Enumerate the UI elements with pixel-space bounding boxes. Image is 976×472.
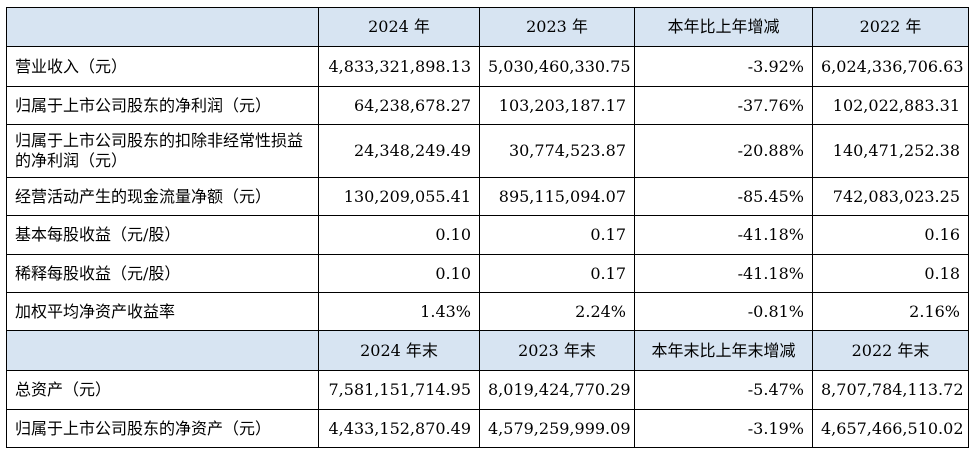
header-cell-change: 本年比上年增减	[634, 7, 813, 47]
value-2024: 4,833,321,898.13	[318, 46, 480, 87]
value-2023: 2.24%	[479, 292, 635, 331]
value-2022: 140,471,252.38	[812, 124, 969, 178]
value-2023: 4,579,259,999.09	[479, 409, 635, 448]
header-cell-change-end: 本年末比上年末增减	[634, 330, 813, 371]
header-cell-blank	[6, 330, 319, 371]
row-label: 经营活动产生的现金流量净额（元）	[6, 177, 319, 216]
row-label: 稀释每股收益（元/股）	[6, 254, 319, 293]
header-cell-2023-end: 2023 年末	[479, 330, 635, 371]
row-label: 归属于上市公司股东的净利润（元）	[6, 86, 319, 125]
header-cell-2023: 2023 年	[479, 7, 635, 47]
value-change: -37.76%	[634, 86, 813, 125]
table-row: 归属于上市公司股东的净利润（元） 64,238,678.27 103,203,1…	[6, 86, 969, 125]
value-2024: 1.43%	[318, 292, 480, 331]
header-cell-2022: 2022 年	[812, 7, 969, 47]
table-row: 经营活动产生的现金流量净额（元） 130,209,055.41 895,115,…	[6, 177, 969, 216]
value-change: -0.81%	[634, 292, 813, 331]
value-2023: 103,203,187.17	[479, 86, 635, 125]
row-label: 归属于上市公司股东的净资产（元）	[6, 409, 319, 448]
value-change: -20.88%	[634, 124, 813, 178]
header-row-year-end: 2024 年末 2023 年末 本年末比上年末增减 2022 年末	[6, 330, 969, 371]
value-2024: 130,209,055.41	[318, 177, 480, 216]
table-row: 总资产（元） 7,581,151,714.95 8,019,424,770.29…	[6, 370, 969, 410]
header-cell-2022-end: 2022 年末	[812, 330, 969, 371]
table-row: 营业收入（元） 4,833,321,898.13 5,030,460,330.7…	[6, 46, 969, 87]
value-change: -85.45%	[634, 177, 813, 216]
value-2023: 30,774,523.87	[479, 124, 635, 178]
value-2022: 102,022,883.31	[812, 86, 969, 125]
row-label: 总资产（元）	[6, 370, 319, 410]
value-2024: 64,238,678.27	[318, 86, 480, 125]
row-label: 归属于上市公司股东的扣除非经常性损益的净利润（元）	[6, 124, 319, 178]
value-change: -3.19%	[634, 409, 813, 448]
header-cell-2024-end: 2024 年末	[318, 330, 480, 371]
value-2022: 2.16%	[812, 292, 969, 331]
table-row: 加权平均净资产收益率 1.43% 2.24% -0.81% 2.16%	[6, 292, 969, 331]
value-2024: 0.10	[318, 215, 480, 255]
value-2022: 0.16	[812, 215, 969, 255]
value-2022: 742,083,023.25	[812, 177, 969, 216]
table-row: 稀释每股收益（元/股） 0.10 0.17 -41.18% 0.18	[6, 254, 969, 293]
value-change: -5.47%	[634, 370, 813, 410]
value-2022: 8,707,784,113.72	[812, 370, 969, 410]
value-change: -41.18%	[634, 254, 813, 293]
header-row-annual: 2024 年 2023 年 本年比上年增减 2022 年	[6, 7, 969, 47]
table-row: 归属于上市公司股东的净资产（元） 4,433,152,870.49 4,579,…	[6, 409, 969, 448]
header-cell-2024: 2024 年	[318, 7, 480, 47]
value-change: -3.92%	[634, 46, 813, 87]
table-row: 基本每股收益（元/股） 0.10 0.17 -41.18% 0.16	[6, 215, 969, 255]
financial-summary-table-container: 2024 年 2023 年 本年比上年增减 2022 年 营业收入（元） 4,8…	[6, 7, 969, 467]
value-2024: 0.10	[318, 254, 480, 293]
row-label: 加权平均净资产收益率	[6, 292, 319, 331]
financial-summary-table: 2024 年 2023 年 本年比上年增减 2022 年 营业收入（元） 4,8…	[6, 7, 969, 448]
value-2023: 8,019,424,770.29	[479, 370, 635, 410]
value-2023: 895,115,094.07	[479, 177, 635, 216]
value-2023: 0.17	[479, 215, 635, 255]
value-2023: 5,030,460,330.75	[479, 46, 635, 87]
value-2022: 6,024,336,706.63	[812, 46, 969, 87]
value-2024: 4,433,152,870.49	[318, 409, 480, 448]
value-2024: 24,348,249.49	[318, 124, 480, 178]
value-change: -41.18%	[634, 215, 813, 255]
value-2022: 4,657,466,510.02	[812, 409, 969, 448]
row-label: 基本每股收益（元/股）	[6, 215, 319, 255]
header-cell-blank	[6, 7, 319, 47]
table-row: 归属于上市公司股东的扣除非经常性损益的净利润（元） 24,348,249.49 …	[6, 124, 969, 178]
value-2022: 0.18	[812, 254, 969, 293]
row-label: 营业收入（元）	[6, 46, 319, 87]
value-2024: 7,581,151,714.95	[318, 370, 480, 410]
value-2023: 0.17	[479, 254, 635, 293]
